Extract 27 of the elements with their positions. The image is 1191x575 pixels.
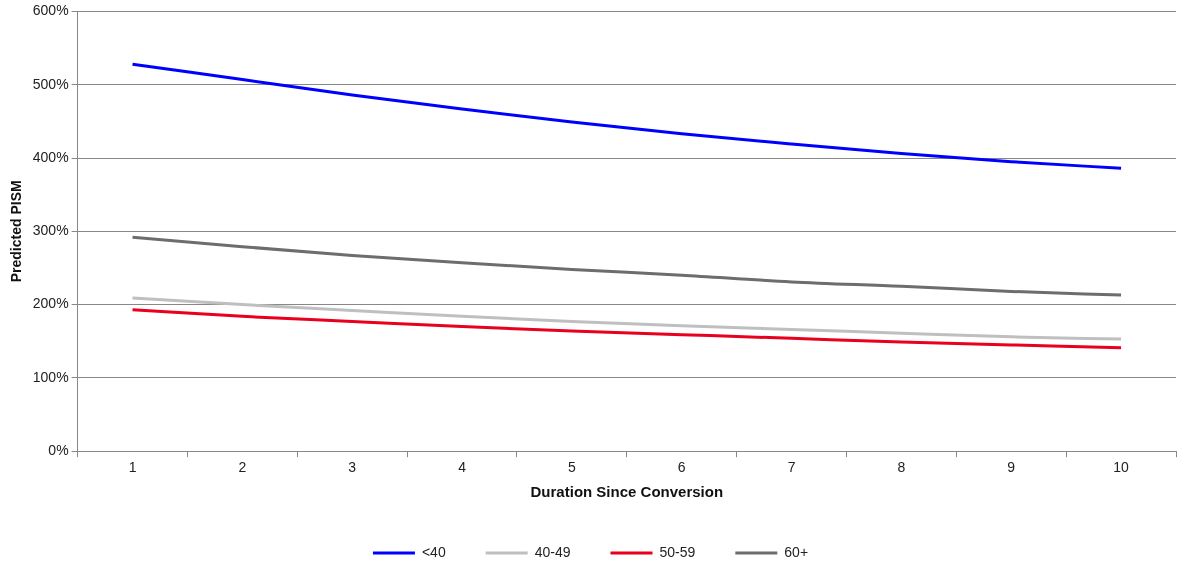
- x-tick-label: 1: [128, 459, 137, 476]
- x-tick-label: 3: [348, 459, 357, 476]
- x-tick-label: 8: [897, 459, 906, 476]
- y-tick-label: 100%: [32, 368, 69, 385]
- y-axis-title: Predicted PISM: [8, 180, 25, 283]
- y-tick-label: 300%: [32, 222, 69, 239]
- line-series: [131, 308, 1123, 350]
- x-tick-label: 6: [677, 459, 686, 476]
- x-tick-label: 5: [567, 459, 576, 476]
- legend-label: 40-49: [534, 543, 571, 560]
- x-tick-label: 9: [1007, 459, 1016, 476]
- x-tick-label: 2: [238, 459, 247, 476]
- y-tick-label: 400%: [32, 148, 69, 165]
- x-tick-label: 10: [1113, 459, 1130, 476]
- x-tick-label: 4: [458, 459, 467, 476]
- y-tick-label: 200%: [32, 295, 69, 312]
- legend-label: 50-59: [659, 543, 696, 560]
- x-tick-label: 7: [787, 459, 796, 476]
- legend-label: <40: [421, 543, 446, 560]
- legend-label: 60+: [784, 543, 809, 560]
- line-series: [131, 62, 1123, 170]
- y-tick-label: 500%: [32, 75, 69, 92]
- x-axis-title: Duration Since Conversion: [530, 483, 724, 501]
- y-tick-label: 600%: [32, 2, 69, 19]
- y-tick-label: 0%: [48, 442, 69, 459]
- line-series: [131, 235, 1123, 297]
- line-series: [131, 296, 1123, 341]
